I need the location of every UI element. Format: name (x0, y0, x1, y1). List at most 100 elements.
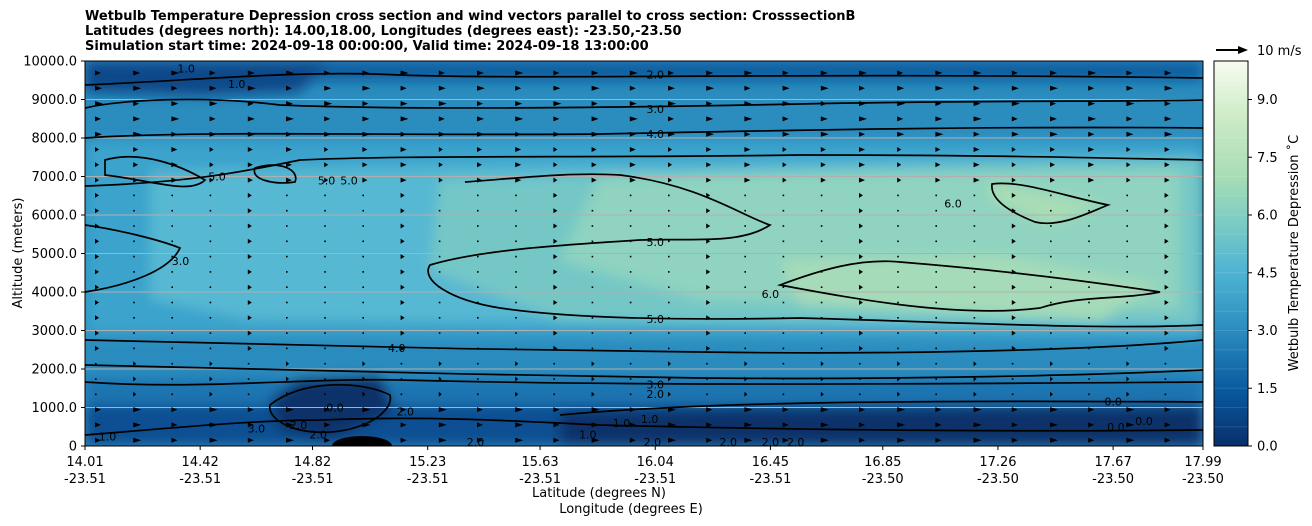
contour-label: 2.0 (396, 405, 414, 418)
wind-vector (95, 300, 99, 305)
y-axis-label: Altitude (meters) (11, 198, 26, 309)
wind-vector (668, 70, 674, 76)
y-tick-label: 4000.0 (32, 286, 78, 301)
wind-vector (1126, 70, 1133, 76)
wind-vector (209, 317, 212, 319)
wind-vector (477, 240, 479, 243)
wind-vector (629, 437, 636, 443)
wind-vector (706, 378, 708, 380)
wind-vector (247, 422, 254, 428)
wind-vector (1011, 345, 1016, 351)
field-green-core-2 (990, 182, 1105, 225)
wind-vector (247, 85, 256, 91)
wind-vector (1050, 271, 1052, 273)
wind-vector (286, 70, 294, 76)
wind-vector (133, 240, 135, 243)
wind-vector (477, 393, 479, 396)
wind-vector (171, 162, 178, 168)
wind-vector (286, 240, 288, 243)
wind-vector (591, 301, 594, 304)
wind-vector (1202, 162, 1203, 168)
wind-vector (1011, 238, 1016, 244)
wind-vector (1011, 208, 1016, 214)
wind-vector (1011, 378, 1014, 380)
x-tick-label-lat: 16.45 (752, 455, 789, 470)
wind-vector (438, 347, 441, 350)
wind-vector (400, 116, 409, 122)
wind-vector (668, 407, 676, 413)
wind-vector (1164, 147, 1170, 152)
wind-vector (362, 116, 370, 122)
wind-vector (438, 131, 446, 137)
wind-vector (477, 347, 479, 350)
wind-vector (95, 101, 103, 107)
wind-vector (515, 422, 524, 428)
wind-vector (744, 332, 746, 334)
wind-vector (859, 192, 863, 198)
contour-line-5-upper (85, 154, 1203, 187)
wind-vector (706, 300, 711, 305)
wind-vector (171, 301, 173, 304)
wind-vector (477, 162, 482, 168)
wind-vector (95, 362, 97, 365)
wind-vector (1088, 177, 1095, 183)
wind-vector (668, 422, 676, 428)
wind-vector (438, 255, 441, 258)
wind-vector (629, 85, 636, 91)
wind-vector (820, 286, 823, 288)
wind-vector (209, 225, 212, 227)
wind-key: 10 m/s (1216, 44, 1302, 59)
wind-vector (782, 225, 785, 227)
wind-vector (820, 194, 823, 197)
wind-vector (820, 407, 829, 413)
wind-vector (973, 271, 976, 273)
wind-vector (1202, 177, 1203, 183)
wind-vector (935, 225, 937, 227)
wind-vector (171, 362, 173, 365)
wind-vector (706, 269, 711, 275)
wind-vector (324, 255, 326, 258)
wind-vector (1088, 85, 1095, 91)
wind-vector (133, 116, 141, 122)
wind-vector (400, 284, 405, 290)
wind-vector (477, 131, 485, 137)
wind-vector (324, 85, 332, 91)
wind-vector (668, 147, 672, 152)
wind-vector (782, 131, 790, 137)
wind-vector (629, 101, 637, 107)
wind-vector (133, 437, 142, 443)
chart-title: Wetbulb Temperature Depression cross sec… (85, 9, 855, 54)
wind-vector (935, 271, 937, 273)
wind-vector (744, 301, 746, 304)
x-tick-label-lon: -23.51 (292, 472, 334, 487)
wind-vector (209, 162, 214, 168)
wind-vector (1011, 254, 1016, 260)
wind-vector (1164, 284, 1169, 290)
wind-vector (1011, 315, 1016, 321)
wind-vector (935, 209, 937, 212)
wind-vector (1050, 147, 1055, 152)
wind-vector (209, 116, 216, 122)
wind-vector (400, 192, 405, 198)
wind-vector (1011, 223, 1016, 229)
wind-vector (706, 362, 708, 365)
wind-vector (438, 361, 442, 367)
wind-vector (668, 361, 671, 367)
wind-vector (247, 269, 252, 275)
wind-vector (859, 101, 866, 107)
wind-vector (973, 177, 980, 183)
wind-vector (515, 225, 517, 227)
wind-vector (668, 271, 670, 273)
contour-label: 2.0 (787, 436, 805, 449)
wind-vector (362, 240, 364, 243)
wind-vector (324, 407, 331, 413)
x-tick-label-lon: -23.51 (179, 472, 221, 487)
wind-vector (1050, 85, 1058, 91)
wind-vector (973, 225, 976, 227)
contour-line-3-left (85, 224, 182, 293)
wind-vector (859, 437, 865, 443)
wind-vector (935, 347, 937, 350)
y-tick-label: 8000.0 (32, 132, 78, 147)
wind-vector (400, 345, 405, 351)
wind-vector (935, 162, 941, 168)
